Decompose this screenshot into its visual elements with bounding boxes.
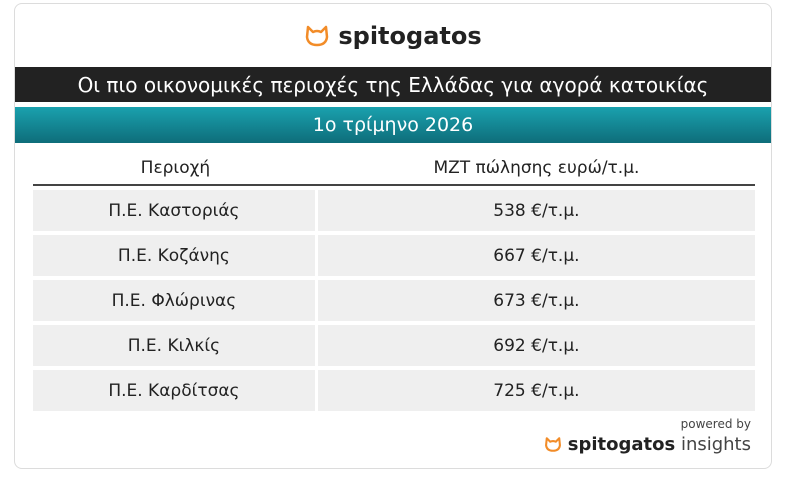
table-body: Π.Ε. Καστοριάς 538 €/τ.μ. Π.Ε. Κοζάνης 667 … bbox=[33, 190, 755, 411]
column-header: Περιοχή bbox=[33, 152, 318, 186]
logo-text: spitogatos bbox=[338, 22, 482, 50]
price-cell: 673 €/τ.μ. bbox=[317, 280, 755, 321]
price-cell: 667 €/τ.μ. bbox=[317, 235, 755, 276]
footer-brand-name: spitogatos bbox=[567, 434, 676, 455]
table-row: Π.Ε. Κιλκίς 692 €/τ.μ. bbox=[33, 325, 755, 366]
region-cell: Π.Ε. Κιλκίς bbox=[33, 325, 318, 366]
title-bar: Οι πιο οικονομικές περιοχές της Ελλάδας … bbox=[15, 67, 771, 102]
powered-by: powered by bbox=[680, 417, 751, 431]
logo: spitogatos bbox=[15, 22, 771, 50]
price-cell: 692 €/τ.μ. bbox=[317, 325, 755, 366]
footer-brand-suffix: insights bbox=[680, 434, 751, 455]
region-cell: Π.Ε. Κοζάνης bbox=[33, 235, 318, 276]
table-row: Π.Ε. Καρδίτσας 725 €/τ.μ. bbox=[33, 370, 755, 411]
footer-brand: spitogatos insights bbox=[544, 434, 751, 455]
title: Οι πιο οικονομικές περιοχές της Ελλάδας … bbox=[77, 72, 709, 97]
table: Περιοχή ΜΖΤ πώλησης ευρώ/τ.μ. Π.Ε. Καστορ… bbox=[33, 148, 755, 415]
table-row: Π.Ε. Φλώρινας 673 €/τ.μ. bbox=[33, 280, 755, 321]
cat-icon bbox=[306, 25, 329, 47]
region-cell: Π.Ε. Φλώρινας bbox=[33, 280, 318, 321]
table-row: Π.Ε. Κοζάνης 667 €/τ.μ. bbox=[33, 235, 755, 276]
region-cell: Π.Ε. Καστοριάς bbox=[33, 190, 318, 231]
price-cell: 725 €/τ.μ. bbox=[317, 370, 755, 411]
card: spitogatos Οι πιο οικονομικές περιοχές τ… bbox=[14, 3, 772, 469]
table-row: Π.Ε. Καστοριάς 538 €/τ.μ. bbox=[33, 190, 755, 231]
subtitle: 1ο τρίμηνο 2026 bbox=[312, 114, 474, 136]
column-header: ΜΖΤ πώλησης ευρώ/τ.μ. bbox=[317, 152, 755, 186]
header-row: Περιοχή ΜΖΤ πώλησης ευρώ/τ.μ. bbox=[33, 152, 755, 186]
region-cell: Π.Ε. Καρδίτσας bbox=[33, 370, 318, 411]
subtitle-bar: 1ο τρίμηνο 2026 bbox=[15, 107, 771, 143]
cat-icon bbox=[544, 437, 561, 452]
price-cell: 538 €/τ.μ. bbox=[317, 190, 755, 231]
